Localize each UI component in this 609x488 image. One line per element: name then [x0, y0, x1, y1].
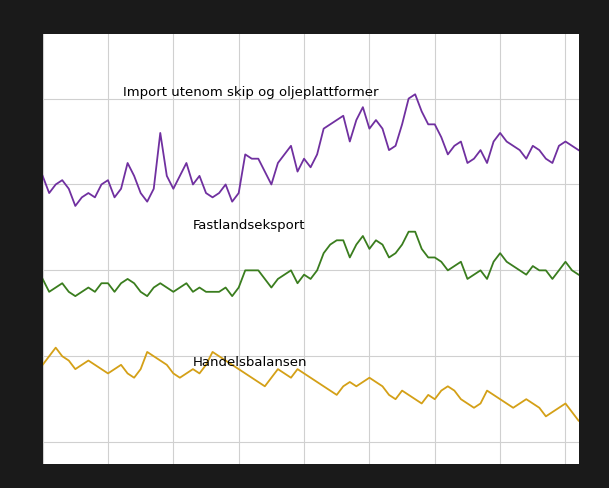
Text: Import utenom skip og oljeplattformer: Import utenom skip og oljeplattformer — [123, 86, 379, 99]
Text: Fastlandseksport: Fastlandseksport — [192, 219, 305, 232]
Text: Handelsbalansen: Handelsbalansen — [192, 356, 307, 369]
